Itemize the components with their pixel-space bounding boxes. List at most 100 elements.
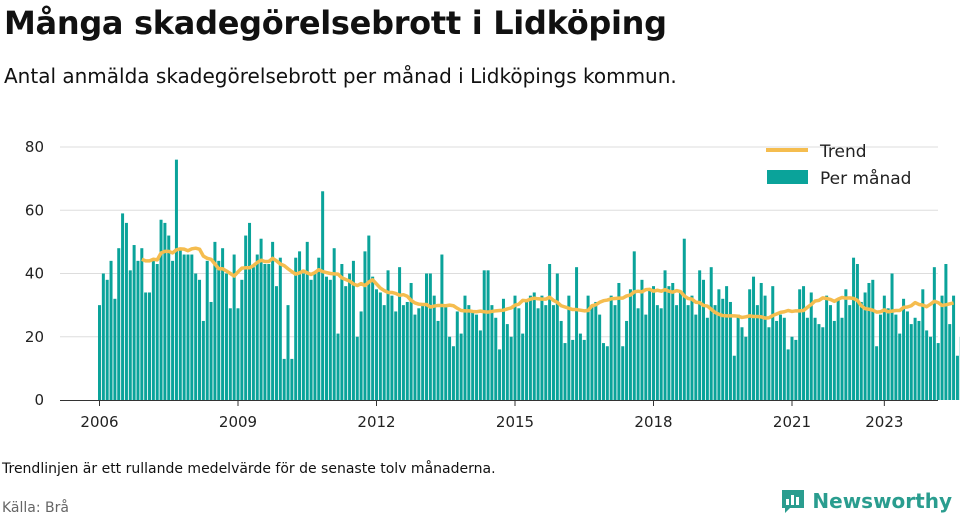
bar xyxy=(678,292,682,400)
bar xyxy=(105,279,109,400)
bar xyxy=(659,308,663,400)
bar xyxy=(913,317,917,400)
bar xyxy=(875,346,879,400)
bar xyxy=(540,295,544,400)
bar xyxy=(575,267,579,400)
bar xyxy=(771,286,775,400)
bar xyxy=(775,320,779,400)
bar xyxy=(332,248,336,400)
bar xyxy=(601,343,605,400)
bar xyxy=(159,219,163,400)
bar xyxy=(282,358,286,400)
bar xyxy=(944,264,948,400)
bar xyxy=(290,358,294,400)
bar xyxy=(148,292,152,400)
bar xyxy=(952,295,956,400)
bar xyxy=(690,295,694,400)
bar xyxy=(324,276,328,400)
bar xyxy=(613,305,617,401)
bar xyxy=(509,336,513,400)
bar xyxy=(728,301,732,400)
bar xyxy=(313,273,317,400)
bar xyxy=(632,251,636,400)
bar xyxy=(725,286,729,400)
bar xyxy=(428,273,432,400)
bar xyxy=(505,324,509,400)
bar xyxy=(878,314,882,400)
bar xyxy=(932,267,936,400)
bar xyxy=(463,295,467,400)
bar xyxy=(494,317,498,400)
bar xyxy=(482,270,486,400)
bar xyxy=(451,346,455,400)
bar xyxy=(755,305,759,401)
bar xyxy=(686,305,690,401)
bar xyxy=(232,254,236,400)
bar xyxy=(163,222,167,400)
bar xyxy=(867,282,871,400)
bar xyxy=(398,267,402,400)
bar xyxy=(194,273,198,400)
bar xyxy=(594,301,598,400)
legend-trend-label: Trend xyxy=(819,142,867,162)
bar xyxy=(836,298,840,400)
bar xyxy=(736,314,740,400)
bar xyxy=(409,282,413,400)
bar xyxy=(640,279,644,400)
bar xyxy=(305,241,309,401)
bar xyxy=(186,254,190,400)
bar xyxy=(732,355,736,400)
bar xyxy=(605,346,609,400)
bar xyxy=(890,273,894,400)
bar xyxy=(467,305,471,401)
bar xyxy=(167,235,171,400)
bar xyxy=(401,305,405,401)
y-tick-label: 60 xyxy=(25,201,44,219)
bar xyxy=(871,279,875,400)
bar xyxy=(813,317,817,400)
bar xyxy=(655,305,659,401)
bar xyxy=(425,273,429,400)
bar xyxy=(471,311,475,400)
bar xyxy=(178,248,182,400)
bar xyxy=(567,295,571,400)
bar xyxy=(421,305,425,401)
bar xyxy=(882,295,886,400)
bar xyxy=(844,289,848,400)
bar xyxy=(317,257,321,400)
bar xyxy=(155,264,159,400)
bar xyxy=(390,295,394,400)
bar xyxy=(863,292,867,400)
bar xyxy=(121,213,125,400)
bar xyxy=(455,311,459,400)
bar xyxy=(909,324,913,400)
x-tick-label: 2015 xyxy=(496,413,534,431)
chart-title: Många skadegörelsebrott i Lidköping xyxy=(4,4,667,42)
brand-logo[interactable]: Newsworthy xyxy=(780,488,952,514)
bar xyxy=(205,260,209,400)
bar xyxy=(652,286,655,400)
bar xyxy=(625,320,629,400)
bar xyxy=(209,301,213,400)
source-text: Källa: Brå xyxy=(2,500,69,516)
bar xyxy=(671,282,675,400)
bar xyxy=(763,295,767,400)
bar xyxy=(113,298,117,400)
bar xyxy=(852,257,856,400)
bar xyxy=(925,330,929,400)
bar xyxy=(236,308,240,400)
x-tick-label: 2018 xyxy=(634,413,672,431)
bar xyxy=(478,330,482,400)
bar xyxy=(528,295,532,400)
bar xyxy=(128,270,132,400)
bar xyxy=(828,305,832,401)
bar xyxy=(782,317,786,400)
bar xyxy=(444,305,448,401)
bar xyxy=(378,292,382,400)
x-tick-label: 2023 xyxy=(865,413,903,431)
brand-name: Newsworthy xyxy=(812,489,952,513)
bar xyxy=(740,327,744,400)
bar xyxy=(548,264,552,400)
newsworthy-icon xyxy=(782,490,805,513)
bar xyxy=(905,311,909,400)
